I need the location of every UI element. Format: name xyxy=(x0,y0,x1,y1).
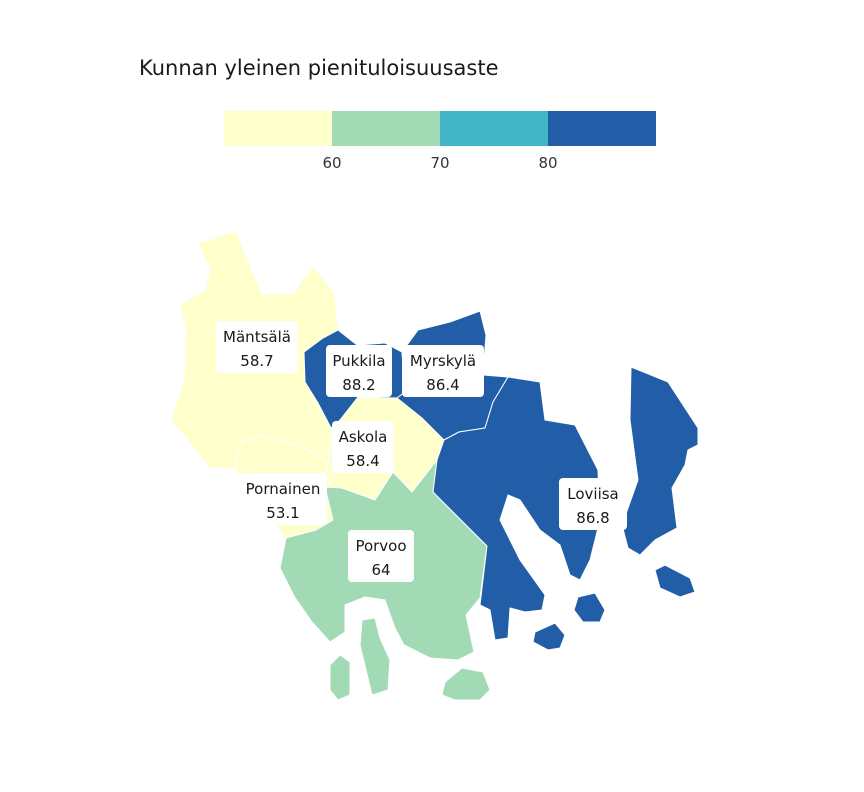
label-pornainen-name: Pornainen xyxy=(246,480,321,498)
region-porvoo-island-1[interactable] xyxy=(329,654,351,701)
label-askola-name: Askola xyxy=(339,428,388,446)
region-loviisa-island-3[interactable] xyxy=(654,564,696,598)
label-pukkila: Pukkila 88.2 xyxy=(326,345,392,397)
region-porvoo-island-3[interactable] xyxy=(441,667,491,701)
label-porvoo-value: 64 xyxy=(371,561,390,579)
label-pornainen-value: 53.1 xyxy=(266,504,299,522)
label-loviisa: Loviisa 86.8 xyxy=(559,478,627,530)
legend-bin-3 xyxy=(440,111,548,146)
legend-tick-60: 60 xyxy=(322,154,342,172)
label-myrskyla-value: 86.4 xyxy=(426,376,459,394)
label-porvoo-name: Porvoo xyxy=(355,537,406,555)
legend-bin-2 xyxy=(332,111,440,146)
label-loviisa-name: Loviisa xyxy=(567,485,619,503)
label-pukkila-value: 88.2 xyxy=(342,376,375,394)
legend-tick-70: 70 xyxy=(430,154,450,172)
label-pornainen: Pornainen 53.1 xyxy=(239,473,327,525)
label-mantsala-value: 58.7 xyxy=(240,352,273,370)
region-loviisa[interactable] xyxy=(432,376,601,641)
legend-bin-4 xyxy=(548,111,656,146)
label-myrskyla-name: Myrskylä xyxy=(410,352,476,370)
legend-tick-80: 80 xyxy=(538,154,558,172)
label-porvoo: Porvoo 64 xyxy=(348,530,414,582)
label-mantsala-name: Mäntsälä xyxy=(223,328,291,346)
region-loviisa-island-1[interactable] xyxy=(532,622,566,651)
map-title: Kunnan yleinen pienituloisuusaste xyxy=(139,56,499,80)
color-legend xyxy=(224,111,656,146)
region-loviisa-east[interactable] xyxy=(621,366,699,556)
region-porvoo-island-2[interactable] xyxy=(359,617,391,696)
label-askola: Askola 58.4 xyxy=(332,421,394,473)
label-pukkila-name: Pukkila xyxy=(332,352,385,370)
label-loviisa-value: 86.8 xyxy=(576,509,609,527)
label-askola-value: 58.4 xyxy=(346,452,379,470)
region-loviisa-island-2[interactable] xyxy=(573,592,606,623)
label-myrskyla: Myrskylä 86.4 xyxy=(402,345,484,397)
label-mantsala: Mäntsälä 58.7 xyxy=(216,321,298,373)
legend-bin-1 xyxy=(224,111,332,146)
